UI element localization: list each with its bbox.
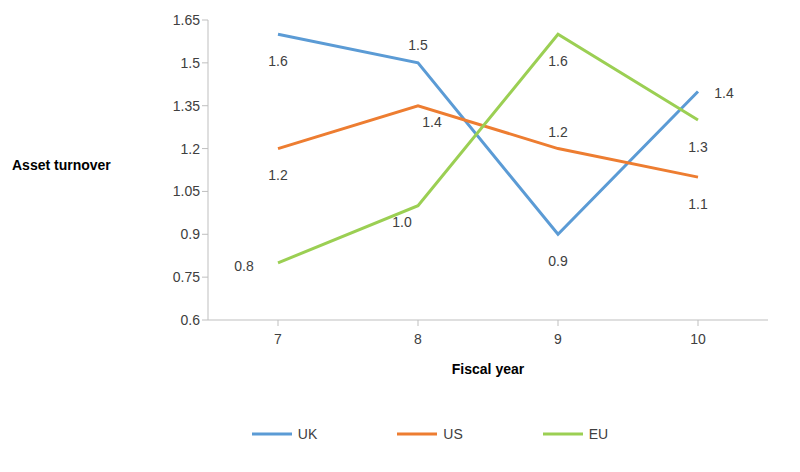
svg-text:1.35: 1.35 <box>173 98 200 114</box>
svg-text:1.1: 1.1 <box>688 196 708 212</box>
svg-text:1.2: 1.2 <box>268 167 288 183</box>
svg-text:0.9: 0.9 <box>548 253 568 269</box>
html-text:US: US <box>443 426 463 442</box>
svg-text:1.2: 1.2 <box>181 141 201 157</box>
svg-text:8: 8 <box>414 331 422 347</box>
svg-text:1.5: 1.5 <box>181 55 201 71</box>
svg-text:9: 9 <box>554 331 562 347</box>
svg-text:1.65: 1.65 <box>173 12 200 28</box>
svg-text:0.6: 0.6 <box>181 312 201 328</box>
svg-text:1.4: 1.4 <box>714 85 734 101</box>
svg-text:1.2: 1.2 <box>548 124 568 140</box>
html-text:EU: EU <box>588 426 609 442</box>
svg-text:1.4: 1.4 <box>422 114 442 130</box>
svg-text:1.6: 1.6 <box>268 53 288 69</box>
html-text:Asset turnover: Asset turnover <box>12 157 111 173</box>
svg-text:10: 10 <box>690 331 706 347</box>
svg-text:1.05: 1.05 <box>173 183 200 199</box>
svg-text:1.6: 1.6 <box>548 53 568 69</box>
svg-text:0.8: 0.8 <box>234 258 254 274</box>
svg-text:Fiscal year: Fiscal year <box>452 361 525 377</box>
svg-text:0.9: 0.9 <box>181 226 201 242</box>
svg-text:0.75: 0.75 <box>173 269 200 285</box>
svg-text:7: 7 <box>274 331 282 347</box>
html-text:UK: UK <box>297 426 318 442</box>
svg-text:1.0: 1.0 <box>392 214 412 230</box>
svg-text:1.3: 1.3 <box>688 139 708 155</box>
svg-text:1.5: 1.5 <box>408 37 428 53</box>
